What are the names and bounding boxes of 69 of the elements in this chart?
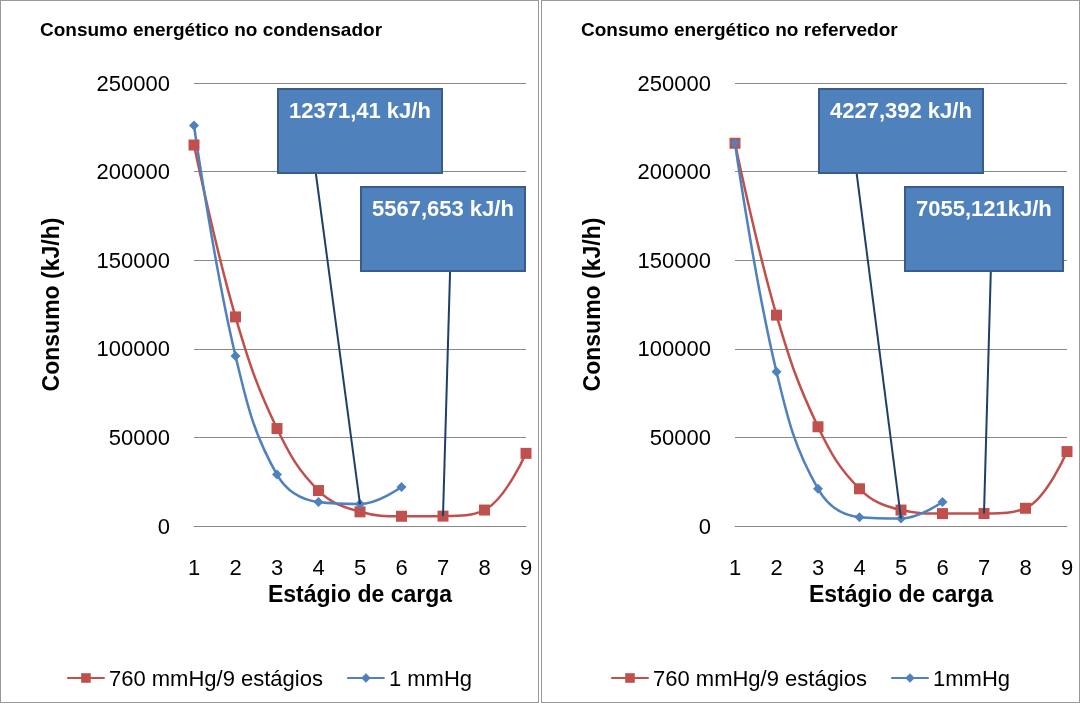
point (937, 508, 948, 520)
point (189, 120, 199, 131)
x-tick-label: 3 (270, 554, 284, 580)
point (188, 139, 200, 151)
point (813, 483, 823, 494)
callout-box: 7055,121kJ/h (904, 186, 1064, 272)
chart-title: Consumo energético no refervedor (581, 19, 899, 40)
x-tick-label: 2 (770, 554, 783, 580)
x-tick-label: 5 (353, 554, 367, 580)
point (771, 366, 782, 377)
y-tick-label: 150000 (96, 247, 170, 273)
point (437, 510, 449, 522)
legend-label: 760 mmHg/9 estágios (108, 665, 323, 691)
point (313, 497, 324, 508)
point (479, 504, 490, 516)
callout-box: 5567,653 kJ/h (360, 186, 526, 272)
point (937, 497, 948, 508)
point (230, 350, 241, 361)
x-tick-label: 4 (853, 554, 866, 580)
x-tick-label: 9 (1060, 554, 1074, 580)
y-tick-label: 0 (157, 513, 170, 539)
legend-label: 760 mmHg/9 estágios (653, 665, 867, 691)
callout-box: 12371,41 kJ/h (277, 88, 443, 174)
x-tick-label: 3 (811, 554, 825, 580)
y-tick-label: 50000 (108, 424, 170, 450)
chart-title: Consumo energético no condensador (40, 19, 383, 40)
y-tick-label: 250000 (637, 70, 711, 96)
legend-label: 1mmHg (932, 665, 1011, 691)
x-tick-label: 5 (894, 554, 908, 580)
x-tick-label: 8 (1019, 554, 1032, 580)
y-tick-label: 200000 (96, 159, 170, 185)
y-axis-title: Consumo (kJ/h) (578, 217, 605, 392)
x-tick-label: 6 (936, 554, 949, 580)
point (854, 483, 865, 495)
point (271, 423, 283, 435)
y-tick-label: 150000 (637, 247, 711, 273)
x-tick-label: 1 (728, 554, 742, 580)
point (354, 506, 366, 518)
point (978, 508, 990, 519)
x-tick-label: 7 (977, 554, 991, 580)
y-tick-label: 250000 (96, 70, 170, 96)
x-axis-title: Estágio de carga (267, 581, 453, 608)
x-tick-label: 9 (519, 554, 533, 580)
callout-box: 4227,392 kJ/h (818, 88, 984, 174)
x-tick-label: 8 (478, 554, 491, 580)
point (1020, 502, 1031, 514)
x-tick-label: 7 (436, 554, 450, 580)
point (396, 482, 407, 493)
x-tick-label: 2 (229, 554, 242, 580)
point (854, 512, 865, 523)
legend-label: 1 mmHg (388, 665, 473, 691)
point (520, 447, 532, 459)
y-axis-title: Consumo (kJ/h) (37, 217, 64, 392)
y-tick-label: 50000 (649, 424, 711, 450)
point (812, 421, 824, 433)
y-tick-label: 100000 (637, 336, 711, 362)
point (313, 485, 324, 497)
point (396, 510, 407, 522)
point (230, 311, 241, 323)
x-tick-label: 1 (187, 554, 201, 580)
y-tick-label: 100000 (96, 336, 170, 362)
y-tick-label: 0 (698, 513, 711, 539)
point (272, 469, 282, 480)
point (771, 309, 782, 321)
y-tick-label: 200000 (637, 159, 711, 185)
x-tick-label: 4 (312, 554, 325, 580)
x-tick-label: 6 (395, 554, 408, 580)
x-axis-title: Estágio de carga (808, 581, 994, 608)
point (1061, 446, 1073, 458)
